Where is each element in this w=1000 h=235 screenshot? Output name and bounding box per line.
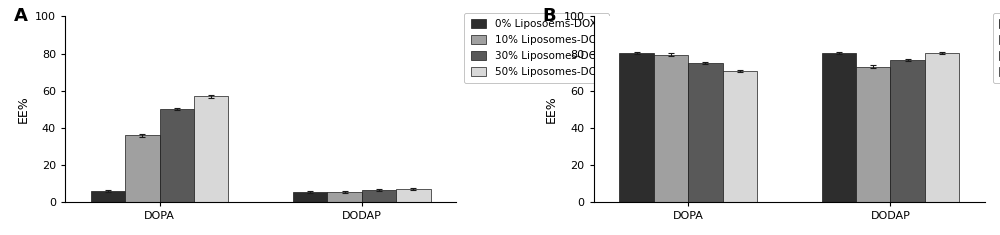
Bar [856, 67, 890, 202]
Legend: 0% Liposoems-DTX, 10% Liposomes-DTX, 30% Liposomes-DTX, 50% Liposomes-DTX: 0% Liposoems-DTX, 10% Liposomes-DTX, 30%… [993, 13, 1000, 83]
Bar [688, 63, 723, 202]
Bar [822, 53, 856, 202]
Bar [194, 96, 228, 202]
Text: A: A [14, 7, 28, 25]
Bar [125, 135, 160, 202]
Bar [890, 60, 925, 202]
Bar [362, 190, 396, 202]
Bar [91, 191, 125, 202]
Text: B: B [543, 7, 556, 25]
Bar [160, 109, 194, 202]
Bar [396, 189, 431, 202]
Bar [327, 192, 362, 202]
Bar [293, 192, 327, 202]
Legend: 0% Liposoems-DOX, 10% Liposomes-DOX, 30% Liposomes-DOX, 50% Liposomes-DOX: 0% Liposoems-DOX, 10% Liposomes-DOX, 30%… [464, 13, 609, 83]
Bar [654, 55, 688, 202]
Bar [723, 71, 757, 202]
Y-axis label: EE%: EE% [545, 95, 558, 123]
Bar [619, 53, 654, 202]
Bar [925, 53, 959, 202]
Y-axis label: EE%: EE% [16, 95, 29, 123]
